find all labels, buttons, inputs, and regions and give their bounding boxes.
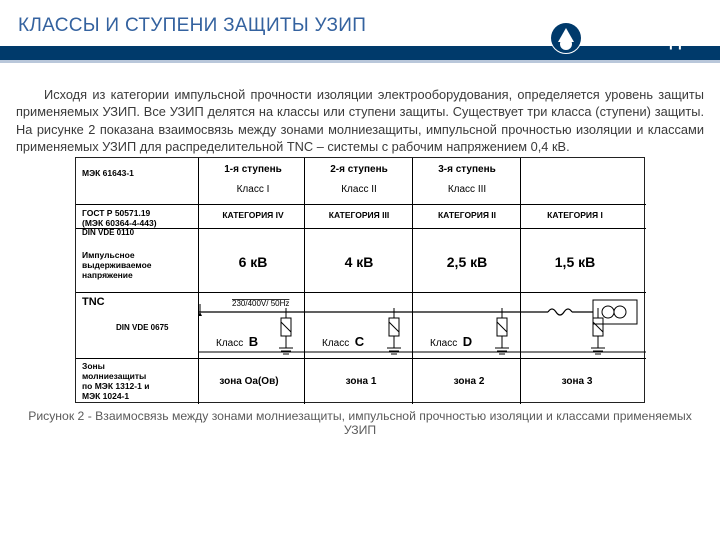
impulse-1: Импульсное — [82, 250, 194, 260]
network-line: 230/400V/ 50Hz — [198, 294, 646, 358]
zone-2: зона 2 — [424, 376, 514, 387]
main-paragraph: Исходя из категории импульсной прочности… — [16, 86, 704, 155]
label-din-0110: DIN VDE 0110 — [82, 228, 194, 237]
divider-2 — [304, 158, 305, 404]
label-din-0675: DIN VDE 0675 — [116, 323, 168, 332]
arrester-load-icon — [586, 308, 610, 356]
header-bar-light — [0, 60, 720, 63]
divider-3 — [412, 158, 413, 404]
company-logo: ОТКРЫТОЕ АКЦИОНЕРНОЕ ОБЩЕСТВО АВАНГАРД — [548, 8, 708, 60]
label-tnc: TNC — [82, 296, 105, 308]
klass-c-letter: C — [355, 334, 364, 349]
diagram-figure: МЭК 61643-1 ГОСТ Р 50571.19 (МЭК 60364-4… — [75, 157, 645, 403]
klass-b-label: Класс — [216, 338, 243, 349]
zones-l1: Зоны — [82, 361, 194, 371]
klass-d-letter: D — [463, 334, 472, 349]
arrester-d-icon — [490, 308, 514, 356]
stage-1: 1-я ступень — [204, 164, 302, 175]
class-1: Класс I — [204, 184, 302, 195]
zone-1: зона 1 — [316, 376, 406, 387]
zone-0: зона Оа(Ов) — [204, 376, 294, 387]
row-line-4 — [76, 358, 646, 359]
klass-c-label: Класс — [322, 338, 349, 349]
row-line-3 — [76, 292, 646, 293]
label-gost: ГОСТ Р 50571.19 — [82, 208, 194, 218]
cat-2: КАТЕГОРИЯ II — [418, 210, 516, 220]
cat-3: КАТЕГОРИЯ III — [310, 210, 408, 220]
zone-3: зона 3 — [532, 376, 622, 387]
cat-4: КАТЕГОРИЯ IV — [204, 210, 302, 220]
slide-title: КЛАССЫ И СТУПЕНИ ЗАЩИТЫ УЗИП — [18, 15, 366, 37]
zones-l3: по МЭК 1312-1 и — [82, 381, 194, 391]
class-2: Класс II — [310, 184, 408, 195]
divider-1 — [198, 158, 199, 404]
stage-3: 3-я ступень — [418, 164, 516, 175]
kv-6: 6 кВ — [204, 254, 302, 270]
arrester-b-icon — [274, 308, 298, 356]
zones-l2: молниезащиты — [82, 371, 194, 381]
divider-4 — [520, 158, 521, 404]
cat-1: КАТЕГОРИЯ I — [526, 210, 624, 220]
zones-l4: МЭК 1024-1 — [82, 391, 194, 401]
label-iec-61643: МЭК 61643-1 — [82, 168, 194, 178]
arrester-c-icon — [382, 308, 406, 356]
impulse-3: напряжение — [82, 270, 194, 280]
svg-text:230/400V/ 50Hz: 230/400V/ 50Hz — [232, 299, 289, 308]
logo-top-text: ОТКРЫТОЕ АКЦИОНЕРНОЕ ОБЩЕСТВО — [588, 22, 708, 28]
figure-caption: Рисунок 2 - Взаимосвязь между зонами мол… — [16, 409, 704, 437]
stage-2: 2-я ступень — [310, 164, 408, 175]
logo-main-text: АВАНГАРД — [588, 33, 682, 50]
kv-4: 4 кВ — [310, 254, 408, 270]
klass-b-letter: B — [249, 334, 258, 349]
slide-header: КЛАССЫ И СТУПЕНИ ЗАЩИТЫ УЗИП ОТКРЫТОЕ АК… — [0, 0, 720, 70]
label-iec-60364: (МЭК 60364-4-443) — [82, 218, 194, 228]
slide-root: КЛАССЫ И СТУПЕНИ ЗАЩИТЫ УЗИП ОТКРЫТОЕ АК… — [0, 0, 720, 540]
class-3: Класс III — [418, 184, 516, 195]
kv-25: 2,5 кВ — [418, 254, 516, 270]
row-line-1 — [76, 204, 646, 205]
impulse-2: выдерживаемое — [82, 260, 194, 270]
slide-body: Исходя из категории импульсной прочности… — [16, 86, 704, 437]
kv-15: 1,5 кВ — [526, 254, 624, 270]
klass-d-label: Класс — [430, 338, 457, 349]
